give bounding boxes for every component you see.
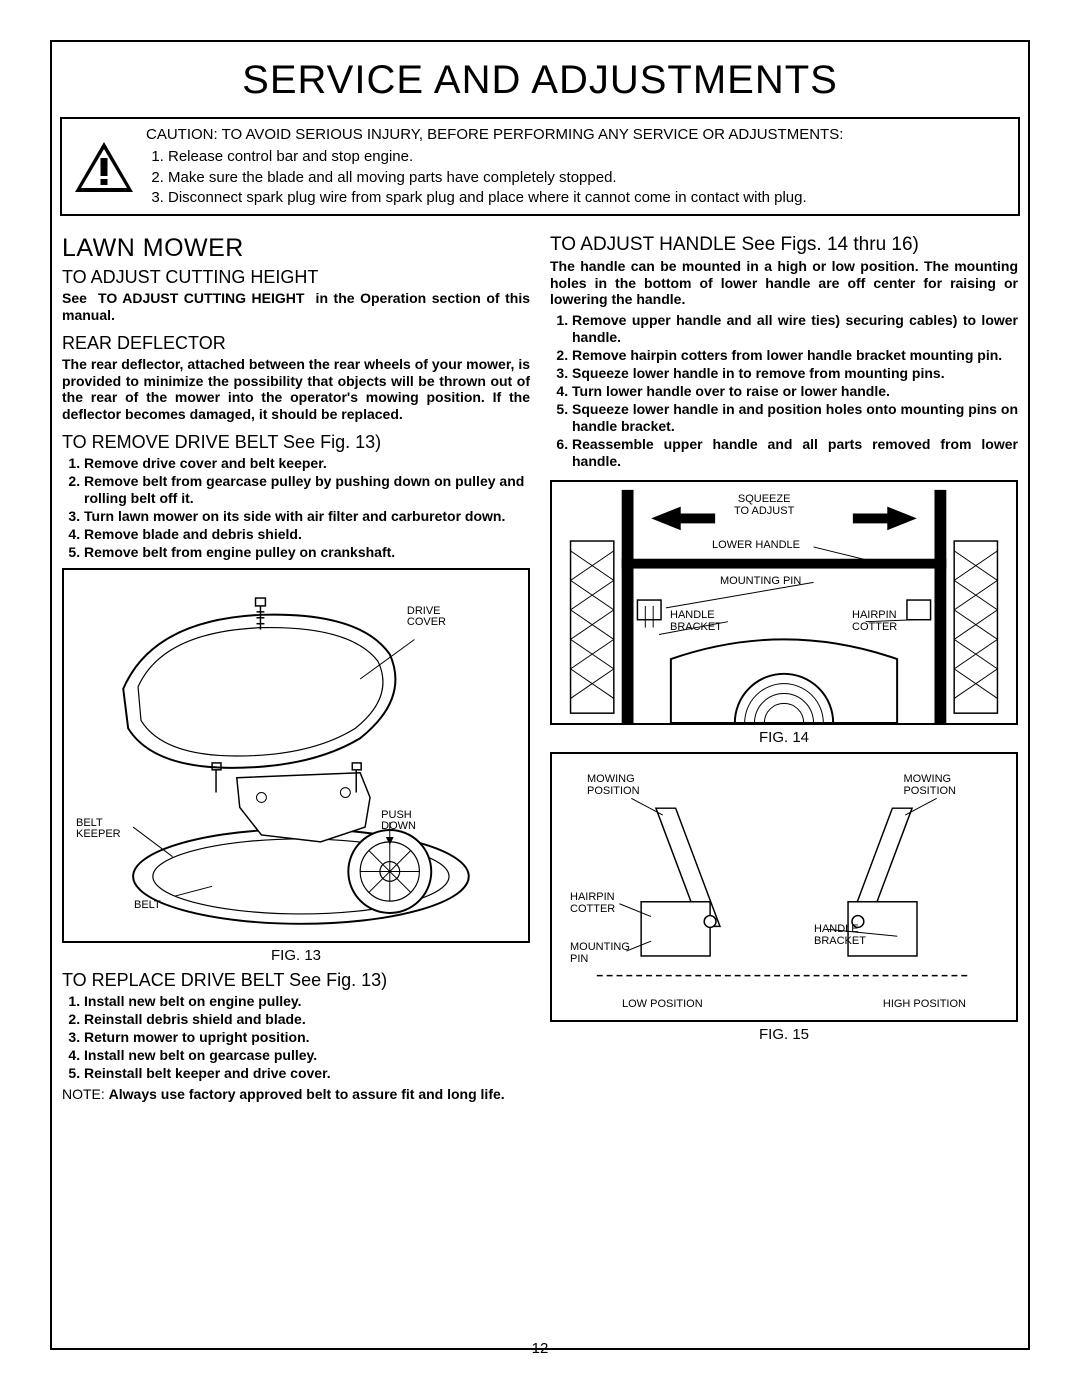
step: Remove upper handle and all wire ties) s…: [572, 312, 1018, 346]
step: Squeeze lower handle in and position hol…: [572, 401, 1018, 435]
step: Reinstall belt keeper and drive cover.: [84, 1065, 530, 1082]
text-rear-deflector: The rear deflector, attached between the…: [62, 356, 530, 422]
step: Install new belt on gearcase pulley.: [84, 1047, 530, 1064]
caution-item: Release control bar and stop engine.: [168, 147, 843, 167]
step: Squeeze lower handle in to remove from m…: [572, 365, 1018, 382]
caution-heading: CAUTION: TO AVOID SERIOUS INJURY, BEFORE…: [146, 125, 843, 145]
label-handle-bracket: HANDLE BRACKET: [670, 610, 722, 633]
page-number: 12: [0, 1340, 1080, 1357]
label-hairpin-cotter: HAIRPIN COTTER: [852, 610, 897, 633]
label-mowing-r: MOWING POSITION: [903, 774, 956, 797]
step: Turn lawn mower on its side with air fil…: [84, 508, 530, 525]
label-drive-cover: DRIVE COVER: [407, 606, 446, 629]
label-push-down: PUSH DOWN: [381, 810, 416, 833]
caution-item: Disconnect spark plug wire from spark pl…: [168, 188, 843, 208]
label-lower-handle: LOWER HANDLE: [712, 540, 800, 552]
step: Remove blade and debris shield.: [84, 526, 530, 543]
page-title: SERVICE AND ADJUSTMENTS: [60, 58, 1020, 103]
step: Remove hairpin cotters from lower handle…: [572, 347, 1018, 364]
figure-13: DRIVE COVER BELT KEEPER PUSH DOWN BELT: [62, 568, 530, 943]
section-lawn-mower: LAWN MOWER: [62, 234, 530, 263]
step: Reinstall debris shield and blade.: [84, 1011, 530, 1028]
label-belt: BELT: [134, 900, 161, 912]
note-belt: NOTE: NOTE: Always use factory approved …: [62, 1086, 530, 1103]
text-adjust-cutting: See TO ADJUST CUTTING HEIGHT in the Oper…: [62, 290, 530, 323]
caution-item: Make sure the blade and all moving parts…: [168, 168, 843, 188]
caution-box: CAUTION: TO AVOID SERIOUS INJURY, BEFORE…: [60, 117, 1020, 216]
heading-adjust-cutting: TO ADJUST CUTTING HEIGHT: [62, 267, 530, 288]
figure-14: SQUEEZE TO ADJUST LOWER HANDLE MOUNTING …: [550, 480, 1018, 725]
label-mounting-pin: MOUNTING PIN: [720, 576, 801, 588]
heading-adjust-handle: TO ADJUST HANDLE See Figs. 14 thru 16): [550, 234, 1018, 256]
label-squeeze: SQUEEZE TO ADJUST: [734, 494, 794, 517]
label-high-pos: HIGH POSITION: [883, 999, 966, 1011]
fig13-caption: FIG. 13: [62, 947, 530, 964]
label-belt-keeper: BELT KEEPER: [76, 818, 121, 841]
step: Remove drive cover and belt keeper.: [84, 455, 530, 472]
warning-icon: [70, 125, 138, 208]
heading-rear-deflector: REAR DEFLECTOR: [62, 333, 530, 354]
step: Return mower to upright position.: [84, 1029, 530, 1046]
label-hairpin: HAIRPIN COTTER: [570, 892, 615, 915]
step: Reassemble upper handle and all parts re…: [572, 436, 1018, 470]
step: Install new belt on engine pulley.: [84, 993, 530, 1010]
step: Remove belt from engine pulley on cranks…: [84, 544, 530, 561]
fig15-caption: FIG. 15: [550, 1026, 1018, 1043]
heading-replace-belt: TO REPLACE DRIVE BELT See Fig. 13): [62, 970, 530, 991]
label-mowing-l: MOWING POSITION: [587, 774, 640, 797]
label-mounting-pin2: MOUNTING PIN: [570, 942, 630, 965]
step: Remove belt from gearcase pulley by push…: [84, 473, 530, 507]
figure-15: MOWING POSITION MOWING POSITION HAIRPIN …: [550, 752, 1018, 1022]
fig14-caption: FIG. 14: [550, 729, 1018, 746]
step: Turn lower handle over to raise or lower…: [572, 383, 1018, 400]
text-adjust-handle: The handle can be mounted in a high or l…: [550, 258, 1018, 308]
heading-remove-belt: TO REMOVE DRIVE BELT See Fig. 13): [62, 432, 530, 453]
label-low-pos: LOW POSITION: [622, 999, 703, 1011]
label-handle-bracket2: HANDLE BRACKET: [814, 924, 866, 947]
